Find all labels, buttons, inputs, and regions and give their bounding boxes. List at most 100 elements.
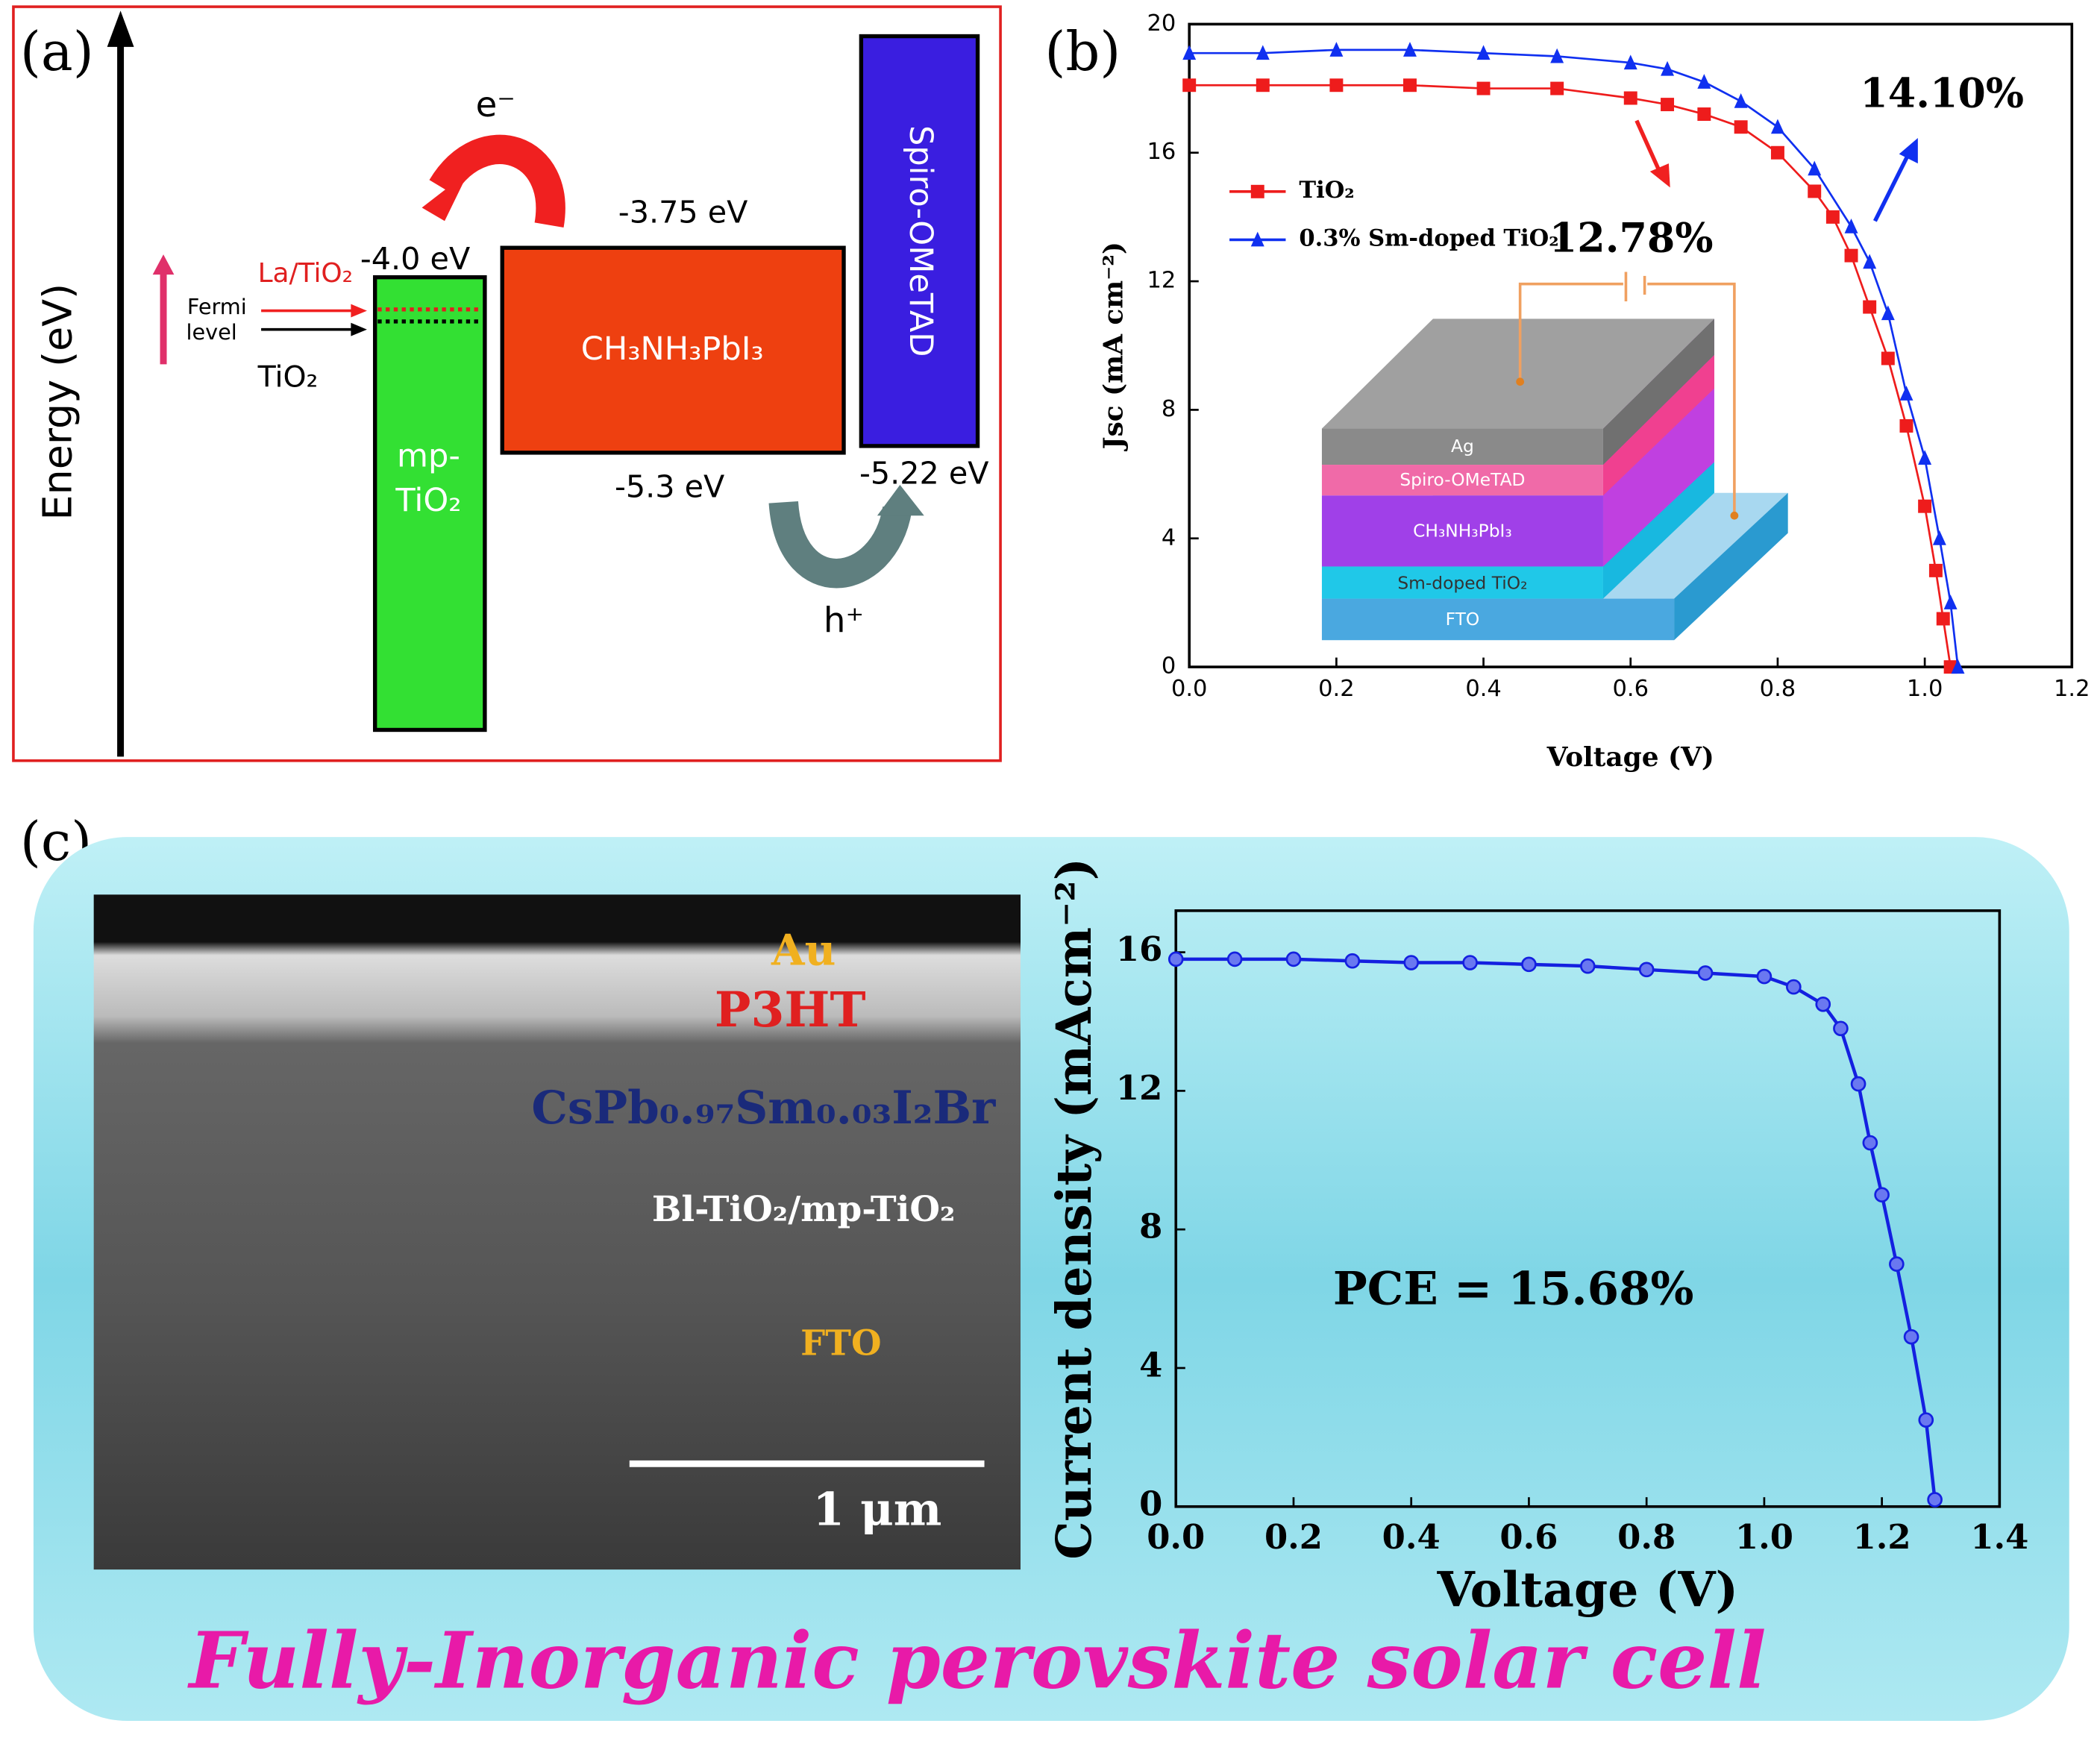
marker	[1476, 81, 1491, 95]
fermi-label: Fermi	[187, 294, 247, 319]
sem-label: Au	[771, 924, 836, 975]
tio2-side	[1602, 462, 1714, 599]
layer-label: FTO	[1446, 609, 1480, 630]
y-tick-label: 20	[1147, 10, 1176, 37]
marker	[1844, 248, 1858, 263]
marker	[1918, 1412, 1934, 1428]
y-tick-label: 12	[1147, 268, 1176, 294]
electron-arrow	[429, 134, 565, 228]
marker	[1256, 78, 1270, 92]
sem-label: CsPb₀.₉₇Sm₀.₀₃I₂Br	[531, 1082, 996, 1135]
marker	[1182, 78, 1197, 92]
marker	[1844, 219, 1858, 233]
axis-title: Energy (eV)	[34, 283, 81, 521]
x-tick-label: 1.2	[1853, 1517, 1911, 1557]
marker	[1550, 81, 1564, 95]
energy-level: -5.22 eV	[859, 455, 989, 491]
x-tick-label: 1.0	[1735, 1517, 1793, 1557]
marker	[1881, 305, 1895, 321]
marker	[1918, 450, 1932, 465]
marker	[1943, 595, 1958, 609]
marker	[1770, 119, 1784, 134]
electron-label: e⁻	[476, 85, 515, 125]
marker	[1899, 386, 1913, 401]
x-tick-label: 0.0	[1171, 676, 1208, 702]
marker	[1403, 42, 1417, 57]
electron-arrowhead	[421, 171, 469, 222]
x-tick-label: 0.2	[1318, 676, 1355, 702]
marker	[1850, 1076, 1867, 1092]
marker	[1697, 107, 1711, 122]
layer-label: Ag	[1451, 436, 1474, 457]
perovskite-layer	[1321, 495, 1603, 567]
marker	[1862, 1135, 1878, 1151]
marker	[1825, 210, 1840, 224]
layer-label: CH₃NH₃PbI₃	[1413, 520, 1512, 541]
marker	[1951, 659, 1965, 674]
annotation-arrowhead	[1649, 163, 1670, 188]
y-axis-title: Current density (mAcm⁻²)	[1046, 858, 1103, 1560]
marker	[1579, 958, 1596, 974]
marker	[1403, 78, 1417, 92]
tio2-label: TiO₂	[257, 360, 319, 395]
marker	[1881, 351, 1895, 366]
layer-label: TiO₂	[395, 482, 461, 519]
panel-label: (b)	[1044, 20, 1120, 83]
x-tick-label: 0.4	[1465, 676, 1502, 702]
marker	[1786, 979, 1802, 995]
hole-label: h⁺	[824, 600, 864, 641]
y-tick-label: 8	[1162, 396, 1176, 422]
tio2-band	[372, 275, 487, 733]
marker	[1226, 951, 1243, 967]
tio2-pointer-head	[351, 322, 367, 336]
contact	[1516, 377, 1525, 386]
ag-side	[1602, 319, 1714, 465]
marker	[1476, 45, 1491, 60]
marker	[1734, 120, 1748, 134]
marker	[1167, 951, 1184, 967]
marker	[1329, 42, 1344, 57]
annotation-arrow	[1634, 119, 1663, 175]
device-inset: Ag Spiro-OMeTAD CH₃NH₃PbI₃ Sm-doped TiO₂…	[1321, 272, 1788, 641]
series-line	[1189, 48, 1959, 668]
marker	[1770, 145, 1784, 160]
marker	[1889, 1256, 1905, 1272]
marker	[1936, 612, 1950, 626]
spiro-band	[859, 34, 980, 448]
marker	[1403, 955, 1420, 970]
marker	[1874, 1187, 1890, 1203]
x-tick-label: 0.0	[1147, 1517, 1205, 1557]
x-tick-label: 0.6	[1499, 1517, 1558, 1557]
sem-label: FTO	[800, 1323, 882, 1364]
layer-label: Sm-doped TiO₂	[1397, 572, 1527, 593]
ag-layer	[1321, 428, 1603, 465]
marker	[1833, 1020, 1849, 1037]
y-tick-label: 4	[1139, 1345, 1162, 1384]
panel-label: (a)	[20, 20, 94, 83]
x-tick-label: 0.4	[1382, 1517, 1441, 1557]
marker	[1329, 78, 1344, 92]
marker	[1638, 962, 1655, 978]
legend-label: 0.3% Sm-doped TiO₂	[1299, 225, 1558, 251]
layer-label: mp-	[397, 438, 460, 475]
marker	[1927, 1492, 1943, 1508]
x-tick-label: 0.8	[1617, 1517, 1676, 1557]
marker	[1623, 91, 1637, 105]
marker	[1250, 231, 1264, 247]
marker	[1808, 160, 1822, 176]
marker	[1808, 184, 1822, 198]
la-pointer-head	[351, 304, 367, 318]
caption: Fully-Inorganic perovskite solar cell	[187, 1614, 1767, 1706]
annotation: 14.10%	[1860, 69, 2024, 116]
marker	[1623, 54, 1637, 70]
sem-image	[93, 894, 1021, 1570]
la-label: La/TiO₂	[258, 258, 354, 289]
marker	[1344, 953, 1361, 969]
layer-label: Spiro-OMeTAD	[1400, 469, 1525, 490]
marker	[1462, 955, 1478, 970]
perovskite-band	[500, 245, 846, 455]
tio2-layer	[1321, 566, 1603, 599]
x-tick-label: 0.8	[1760, 676, 1796, 702]
contact	[1730, 511, 1739, 520]
